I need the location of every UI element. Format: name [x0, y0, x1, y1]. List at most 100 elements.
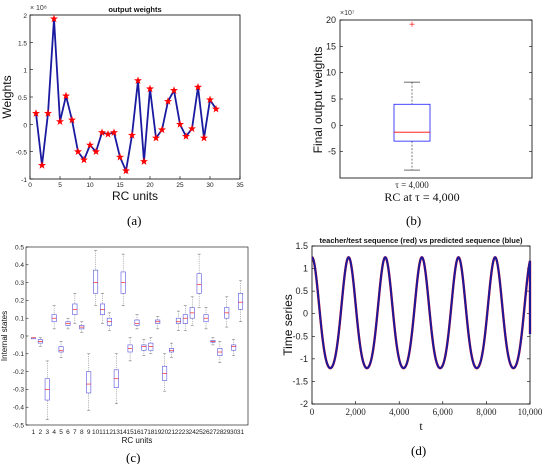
d-ytick-label: 0.5 — [295, 286, 308, 296]
c-ytick-label: 0.2 — [15, 298, 24, 305]
a-weight-marker — [140, 157, 148, 165]
panel-b-ylabel: Final output weights — [311, 47, 325, 154]
d-xtick-label: 0 — [310, 407, 315, 417]
b-ytick-label: 10 — [326, 68, 336, 78]
a-ytick-label: 0.5 — [18, 95, 27, 102]
a-ytick-label: 0 — [23, 122, 27, 129]
a-weight-marker — [200, 133, 208, 142]
a-weight-marker — [32, 109, 40, 117]
a-weight-marker — [44, 109, 52, 117]
a-weight-marker — [128, 131, 136, 139]
panel-d-title: teacher/test sequence (red) vs predicted… — [320, 236, 523, 245]
b-box — [393, 103, 431, 142]
panel-d-yticks: -2 -1.5 -1 -0.5 0 0.5 1 1.5 — [292, 241, 530, 409]
c-xtick-label: 12 — [106, 429, 114, 436]
b-ytick-label: 0 — [331, 120, 336, 130]
panel-a-yticks: -1 -0.5 0 0.5 1 1.5 2 — [16, 13, 33, 184]
panel-d-caption: (d) — [411, 443, 426, 458]
c-xtick-label: 6 — [66, 429, 70, 436]
c-ytick-label: 0.4 — [15, 262, 24, 269]
a-weight-marker — [158, 125, 166, 134]
c-xtick-label: 9 — [87, 429, 91, 436]
panel-a: output weights × 10⁸ -1 -0.5 0 0.5 1 1.5 2 0 5 1… — [0, 5, 244, 228]
panel-a-caption: (a) — [127, 213, 141, 228]
d-ytick-label: -0.5 — [292, 331, 308, 341]
a-weight-marker — [122, 166, 130, 175]
panel-a-xticks: 0 5 10 15 20 25 30 35 — [28, 176, 244, 189]
c-ytick-label: 0.5 — [15, 244, 24, 251]
a-weight-marker — [170, 86, 178, 94]
c-xtick-label: 7 — [73, 429, 77, 436]
c-ytick-label: 0.1 — [15, 316, 24, 323]
panel-a-ylabel: Weights — [0, 75, 14, 118]
c-ytick-label: 0 — [20, 333, 24, 340]
c-xtick-label: 18 — [147, 429, 155, 436]
a-weight-marker — [56, 117, 64, 125]
c-xtick-label: 1 — [32, 429, 36, 436]
panel-c-yticks: -0.5 -0.4 -0.3 -0.2 -0.1 0 0.1 0.2 0.3 0.4 0.5 — [13, 244, 29, 429]
a-ytick-label: -1 — [21, 177, 27, 184]
d-xtick-label: 8,000 — [476, 407, 497, 417]
a-xtick-label: 0 — [28, 182, 32, 189]
c-ytick-label: -0.5 — [13, 422, 25, 429]
panel-d-plot — [311, 255, 532, 370]
c-xtick-label: 16 — [133, 429, 141, 436]
d-xtick-label: 6,000 — [433, 407, 454, 417]
panel-c-axes — [25, 246, 249, 426]
a-weight-marker — [104, 129, 112, 138]
c-box — [141, 344, 147, 351]
panel-b-axes — [339, 19, 533, 179]
c-box — [175, 317, 181, 324]
a-xtick-label: 25 — [176, 182, 184, 189]
a-xtick-label: 30 — [206, 182, 214, 189]
a-xtick-label: 10 — [86, 182, 94, 189]
b-ytick-label: 5 — [331, 94, 336, 104]
panel-c-caption: (c) — [126, 450, 140, 464]
a-weight-marker — [206, 95, 214, 104]
c-xtick-label: 30 — [230, 429, 238, 436]
panel-b-category: τ = 4,000 — [395, 180, 429, 190]
c-box — [93, 269, 99, 294]
c-box — [182, 314, 188, 324]
d-predicted-sequence-line — [311, 256, 531, 370]
panel-a-exponent: × 10⁸ — [30, 5, 47, 12]
panel-c-xticks: 1 2 3 4 5 6 7 8 9 10 11 12 13 14 15 16 17 18 19 20 21 22 23 24 2… — [32, 429, 245, 436]
panel-d-axes — [311, 245, 531, 405]
c-xtick-label: 17 — [140, 429, 148, 436]
panel-d: teacher/test sequence (red) vs predicted… — [281, 236, 543, 458]
c-xtick-label: 10 — [92, 429, 100, 436]
a-weight-marker — [152, 133, 160, 142]
a-weight-marker — [98, 128, 106, 136]
a-weight-marker — [176, 120, 184, 128]
c-xtick-label: 24 — [189, 429, 197, 436]
c-xtick-label: 31 — [237, 429, 245, 436]
a-weight-marker — [188, 124, 196, 133]
c-xtick-label: 21 — [168, 429, 176, 436]
c-xtick-label: 20 — [161, 429, 169, 436]
panel-b-plot — [393, 21, 431, 171]
a-xtick-label: 5 — [58, 182, 62, 189]
a-weight-marker — [164, 97, 172, 105]
c-ytick-label: -0.4 — [13, 405, 25, 412]
c-box — [134, 319, 140, 326]
panel-b-xlabel: RC at τ = 4,000 — [384, 190, 459, 204]
a-weight-marker — [110, 128, 118, 136]
c-xtick-label: 5 — [59, 429, 63, 436]
d-ytick-label: 1 — [303, 264, 308, 274]
c-xtick-label: 11 — [99, 429, 106, 436]
a-weight-marker — [86, 140, 94, 149]
b-ytick-label: 15 — [326, 41, 336, 51]
a-weight-marker — [74, 147, 82, 156]
c-xtick-label: 26 — [202, 429, 210, 436]
c-xtick-label: 23 — [182, 429, 190, 436]
c-xtick-label: 4 — [52, 429, 56, 436]
a-weight-marker — [146, 84, 154, 93]
d-ytick-label: -2 — [300, 399, 308, 409]
d-ytick-label: -1.5 — [292, 376, 308, 386]
a-weight-marker — [194, 82, 202, 91]
d-ytick-label: 1.5 — [295, 241, 308, 251]
panel-a-title: output weights — [108, 5, 161, 14]
c-xtick-label: 27 — [209, 429, 217, 436]
